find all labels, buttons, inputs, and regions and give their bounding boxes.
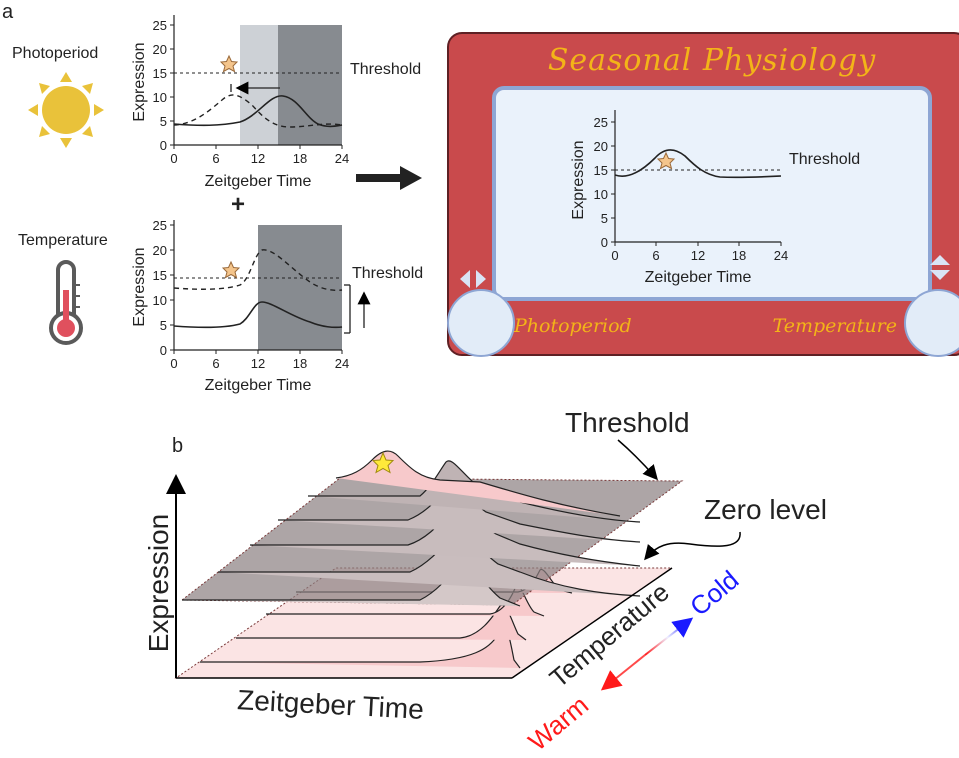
x-tick: 24: [774, 248, 788, 263]
x-tick: 24: [335, 151, 349, 166]
y-tick: 20: [594, 139, 608, 154]
arrow-right-icon: [356, 166, 422, 190]
x-tick: 24: [335, 356, 349, 371]
right-knob[interactable]: [904, 289, 959, 357]
y-tick: 15: [153, 66, 167, 81]
x-axis-label: Zeitgeber Time: [645, 269, 752, 286]
zero-level-pointer: [644, 531, 741, 561]
night-dark-band: [278, 25, 342, 145]
y-tick: 0: [160, 138, 167, 153]
left-knob-label: Photoperiod: [513, 315, 632, 337]
right-knob-label: Temperature: [773, 315, 897, 337]
y-tick: 10: [594, 187, 608, 202]
dashed-curve: [173, 249, 343, 291]
zero-level-annotation: Zero level: [704, 494, 827, 525]
night-dark-band: [258, 225, 342, 350]
threshold-label: Threshold: [352, 265, 423, 282]
combined-curve: [614, 149, 782, 179]
y-axis-label: Expression: [570, 140, 587, 219]
combined-plot: 0 5 10 15 20 25 0 6 12 18 24 Zeitgeber T…: [570, 110, 860, 286]
photoperiod-label: Photoperiod: [12, 45, 98, 62]
x-tick: 18: [732, 248, 746, 263]
zero-curve: [236, 604, 527, 641]
y-tick: 10: [153, 90, 167, 105]
plus-sign: +: [231, 191, 245, 218]
cold-arrow: [644, 617, 694, 656]
temperature-plot: 0 5 10 15 20 25 0 6 12 18 24 Zeitgeber T…: [131, 218, 423, 394]
dashed-curve: [173, 94, 343, 128]
threshold-label: Threshold: [789, 151, 860, 168]
y-tick: 5: [160, 318, 167, 333]
y-tick: 20: [153, 42, 167, 57]
temperature-label: Temperature: [18, 232, 108, 249]
x-tick: 0: [611, 248, 618, 263]
y-tick: 20: [153, 243, 167, 258]
thermometer-icon: [49, 260, 83, 345]
x-axis-label: Zeitgeber Time: [205, 173, 312, 190]
x-tick: 18: [293, 151, 307, 166]
expression-slices: [182, 450, 641, 607]
expression-axis-label: Expression: [143, 514, 174, 653]
star-icon: [371, 451, 395, 474]
y-tick: 15: [594, 163, 608, 178]
solid-curve: [173, 95, 343, 128]
y-axis-label: Expression: [131, 42, 148, 121]
x-tick: 12: [251, 151, 265, 166]
y-tick: 15: [153, 268, 167, 283]
y-tick: 0: [601, 235, 608, 250]
y-tick: 5: [601, 211, 608, 226]
star-icon: [219, 54, 239, 73]
y-tick: 25: [153, 18, 167, 33]
warm-label: Warm: [522, 690, 594, 757]
x-tick: 6: [212, 151, 219, 166]
threshold-annotation: Threshold: [565, 407, 690, 438]
x-tick: 6: [212, 356, 219, 371]
x-axis-label: Zeitgeber Time: [205, 377, 312, 394]
x-tick: 12: [251, 356, 265, 371]
up-down-arrows-icon: [930, 255, 950, 280]
left-right-arrows-icon: [460, 270, 486, 288]
x-tick: 18: [293, 356, 307, 371]
warm-arrow: [600, 654, 646, 691]
night-light-band: [240, 25, 278, 145]
panel-b-label: b: [172, 435, 183, 457]
y-tick: 25: [153, 218, 167, 233]
threshold-label: Threshold: [350, 61, 421, 78]
temperature-axis: [511, 567, 673, 679]
slice: [335, 450, 621, 517]
shift-bracket: [344, 284, 351, 334]
sun-icon: [28, 72, 104, 148]
y-tick: 10: [153, 293, 167, 308]
y-tick: 5: [160, 114, 167, 129]
panel-b: b Expression Zeitgeber Time Temperature: [143, 407, 827, 757]
x-tick: 12: [691, 248, 705, 263]
y-tick: 0: [160, 343, 167, 358]
solid-curve: [173, 301, 343, 329]
cold-label: Cold: [684, 564, 744, 621]
x-tick: 0: [170, 151, 177, 166]
x-tick: 0: [170, 356, 177, 371]
etch-title: Seasonal Physiology: [548, 43, 876, 78]
threshold-pointer: [617, 439, 658, 481]
y-axis-label: Expression: [131, 247, 148, 326]
x-tick: 6: [652, 248, 659, 263]
panel-a-label: a: [2, 1, 14, 23]
star-icon: [656, 151, 676, 170]
star-icon: [221, 260, 241, 279]
etch-screen: [492, 86, 932, 301]
left-knob[interactable]: [447, 289, 515, 357]
photoperiod-plot: 0 5 10 15 20 25 0 6 12 18 24 Zeitgeber T…: [131, 15, 421, 190]
etch-a-sketch: Seasonal Physiology 0 5 10: [447, 32, 959, 357]
panel-a: a Photoperiod Temperature: [2, 1, 959, 394]
time-axis-label: Zeitgeber Time: [236, 684, 424, 725]
y-tick: 25: [594, 115, 608, 130]
